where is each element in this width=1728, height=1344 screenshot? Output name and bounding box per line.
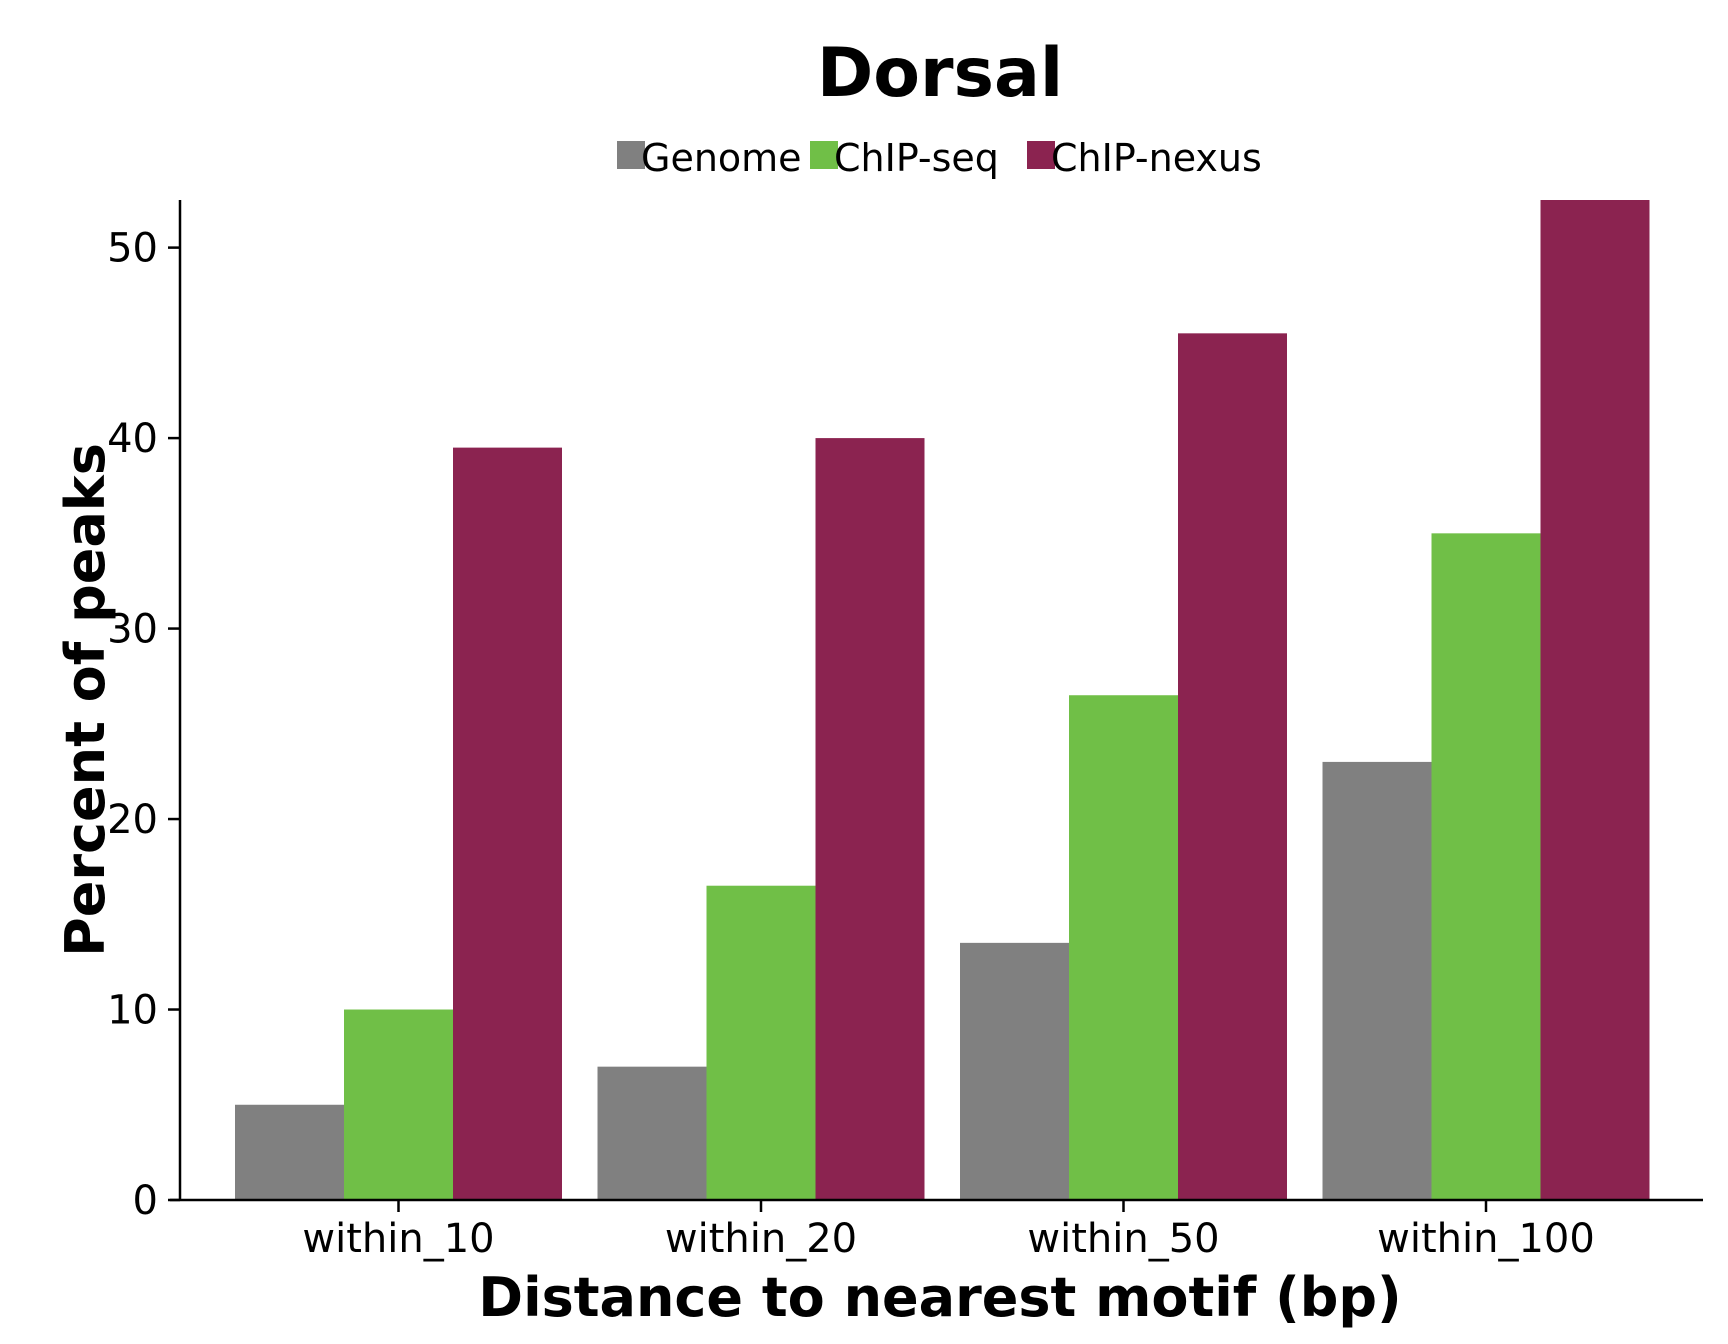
legend-swatch-chip-seq	[810, 141, 838, 169]
bar-chip-nexus-within-100	[1540, 200, 1650, 1200]
x-tick-label: within_20	[665, 1216, 857, 1262]
x-axis-title: Distance to nearest motif (bp)	[478, 1266, 1401, 1329]
bar-genome-within-20	[597, 1066, 707, 1200]
legend-label-genome: Genome	[641, 136, 802, 180]
x-tick-label: within_50	[1027, 1216, 1219, 1262]
bar-chip-nexus-within-10	[453, 447, 562, 1201]
legend-label-chip-seq: ChIP-seq	[834, 136, 999, 180]
chart-title: Dorsal	[817, 34, 1063, 113]
y-axis-ticks: 0 10 20 30 40 50	[107, 226, 180, 1224]
bar-chip-seq-within-20	[706, 885, 816, 1200]
bar-chip-nexus-within-50	[1178, 333, 1287, 1200]
y-tick-label: 50	[107, 226, 158, 272]
bar-genome-within-100	[1322, 761, 1432, 1200]
x-axis-ticks: within_10 within_20 within_50 within_100	[302, 1200, 1595, 1262]
x-tick-label: within_10	[302, 1216, 494, 1262]
bar-chip-seq-within-50	[1069, 695, 1178, 1200]
legend: Genome ChIP-seq ChIP-nexus	[617, 136, 1262, 180]
y-tick-label: 0	[133, 1178, 158, 1224]
bars	[235, 200, 1650, 1201]
y-axis-title: Percent of peaks	[54, 443, 117, 957]
x-tick-label: within_100	[1377, 1216, 1595, 1262]
y-tick-label: 10	[107, 988, 158, 1034]
bar-chip-seq-within-10	[344, 1009, 453, 1200]
y-tick-label: 20	[107, 797, 158, 843]
legend-swatch-genome	[617, 141, 645, 169]
bar-chip-seq-within-100	[1431, 533, 1541, 1200]
y-tick-label: 40	[107, 416, 158, 462]
y-tick-label: 30	[107, 607, 158, 653]
bar-genome-within-10	[235, 1104, 344, 1200]
legend-label-chip-nexus: ChIP-nexus	[1051, 136, 1262, 180]
bar-chip-nexus-within-20	[815, 438, 925, 1201]
bar-genome-within-50	[960, 942, 1069, 1200]
legend-swatch-chip-nexus	[1027, 141, 1055, 169]
